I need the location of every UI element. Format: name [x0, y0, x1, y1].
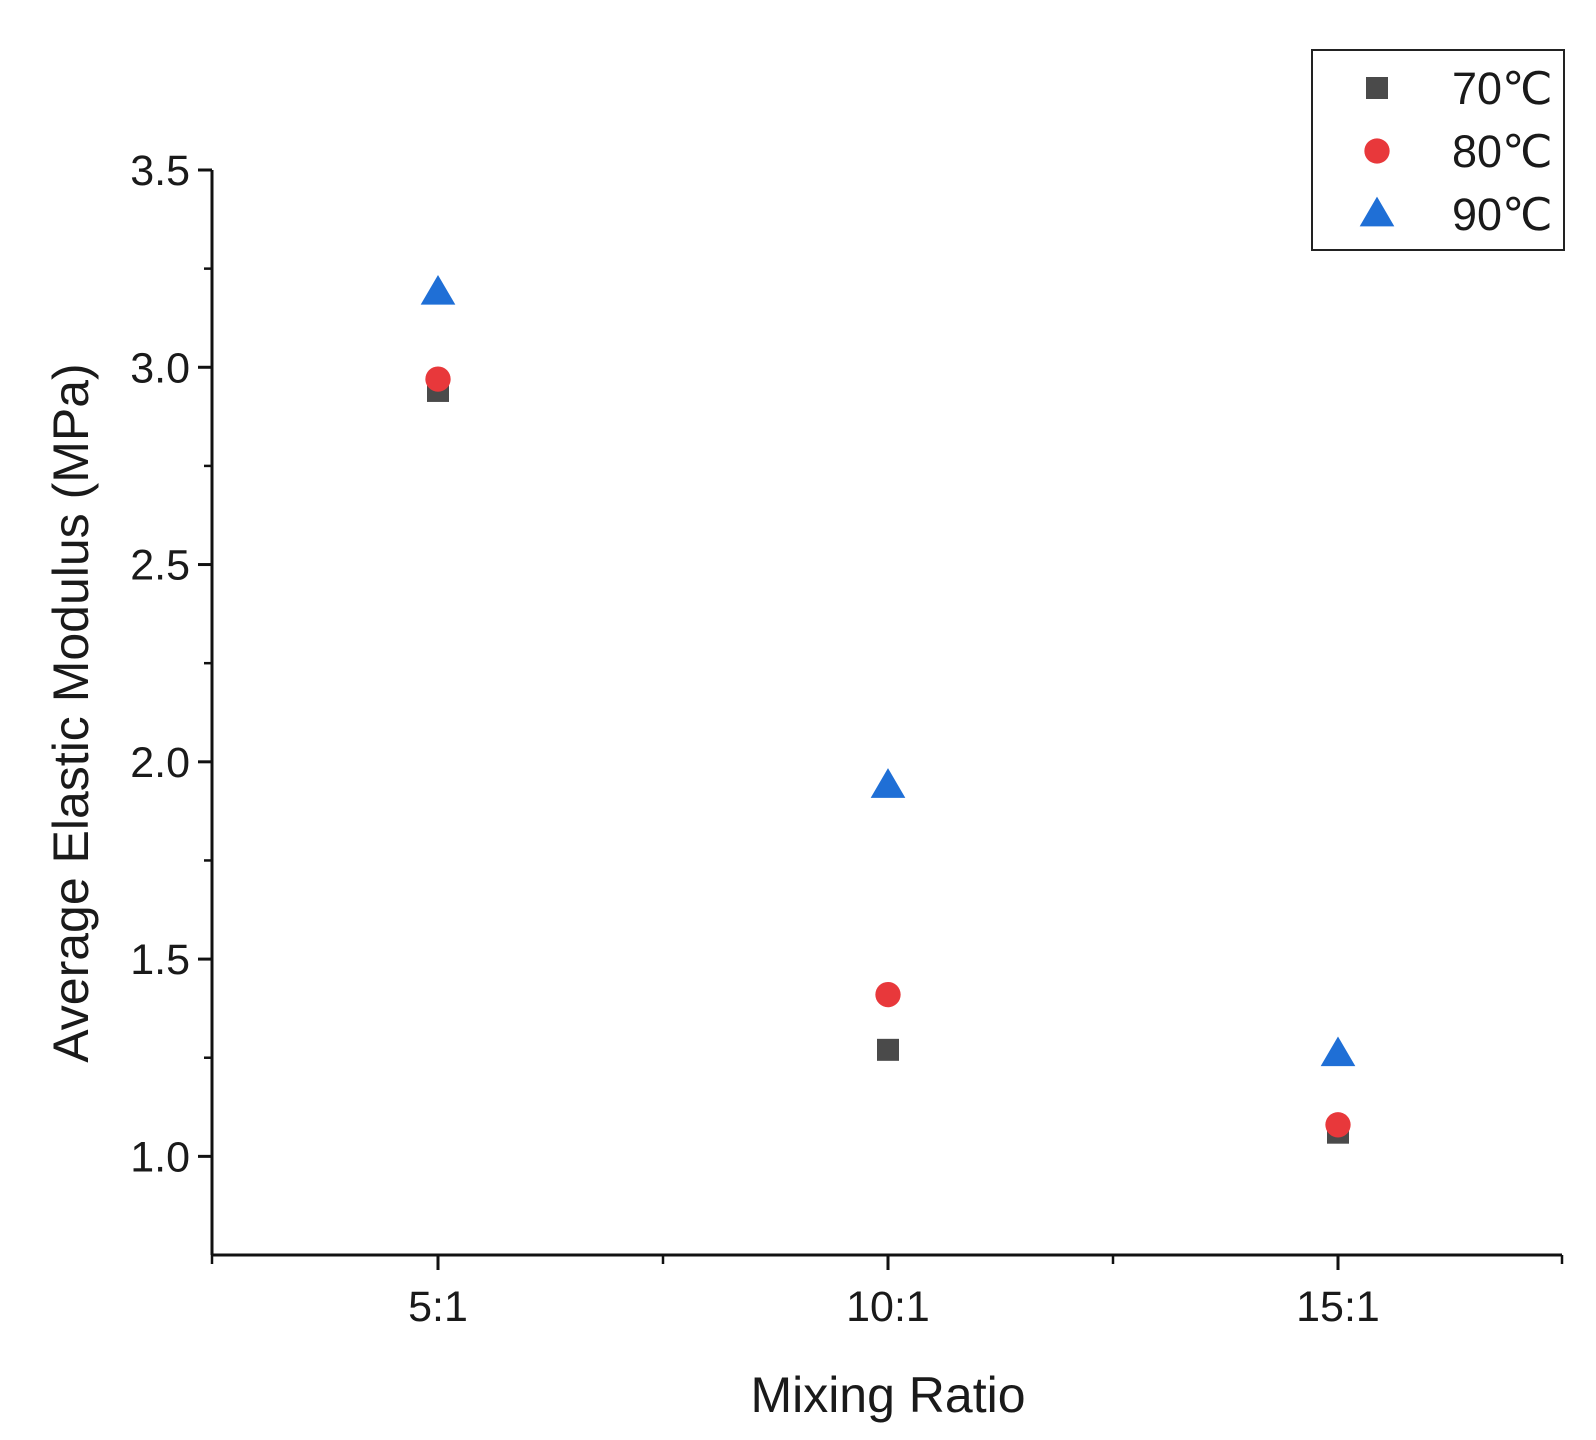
x-tick-label: 15:1	[1296, 1283, 1380, 1331]
data-point-circle	[425, 366, 451, 392]
legend-marker-square	[1366, 77, 1388, 99]
data-point-square	[877, 1038, 899, 1061]
x-tick-label: 5:1	[408, 1283, 468, 1331]
legend-label: 70℃	[1452, 63, 1553, 114]
data-point-triangle	[1320, 1036, 1356, 1067]
y-tick-label: 3.5	[130, 147, 190, 195]
legend-box	[1311, 49, 1565, 251]
legend-label: 80℃	[1452, 126, 1553, 177]
legend-marker-circle	[1364, 138, 1390, 164]
y-tick-label: 2.0	[130, 739, 190, 787]
legend-marker-triangle	[1359, 196, 1395, 227]
x-axis: 5:1 10:1 15:1	[210, 1253, 1564, 1331]
y-axis: 1.0 1.5 2.0 2.5 3.0 3.5	[130, 147, 214, 1255]
data-point-circle	[875, 981, 901, 1008]
legend: 70℃ 80℃ 90℃	[1311, 49, 1565, 251]
y-tick-label: 1.5	[130, 936, 190, 984]
y-axis-title: Average Elastic Modulus (MPa)	[43, 363, 99, 1062]
data-point-triangle	[420, 274, 456, 305]
y-tick-label: 2.5	[130, 542, 190, 590]
legend-label: 90℃	[1452, 189, 1553, 240]
x-tick-label: 10:1	[846, 1283, 930, 1331]
data-point-triangle	[870, 768, 906, 798]
y-tick-label: 1.0	[130, 1133, 190, 1181]
y-tick-label: 3.0	[130, 344, 190, 392]
data-point-circle	[1325, 1112, 1351, 1138]
data-markers	[420, 274, 1356, 1144]
x-axis-title: Mixing Ratio	[750, 1367, 1025, 1423]
